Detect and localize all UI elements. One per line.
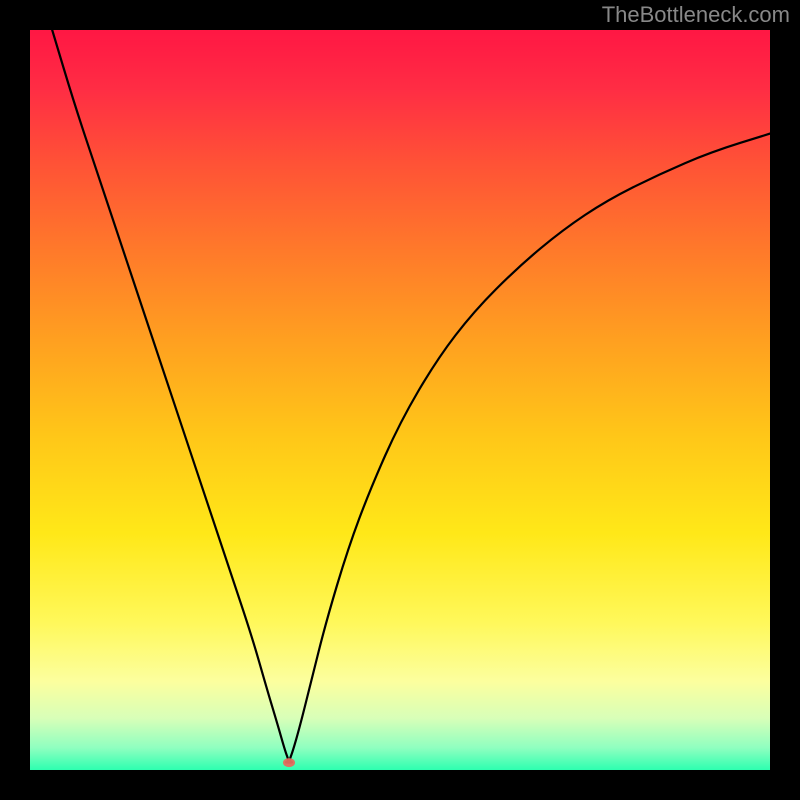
plot-svg bbox=[30, 30, 770, 770]
chart-container: TheBottleneck.com bbox=[0, 0, 800, 800]
watermark-text: TheBottleneck.com bbox=[602, 2, 790, 28]
plot-area bbox=[30, 30, 770, 770]
gradient-background bbox=[30, 30, 770, 770]
valley-marker bbox=[283, 758, 295, 767]
